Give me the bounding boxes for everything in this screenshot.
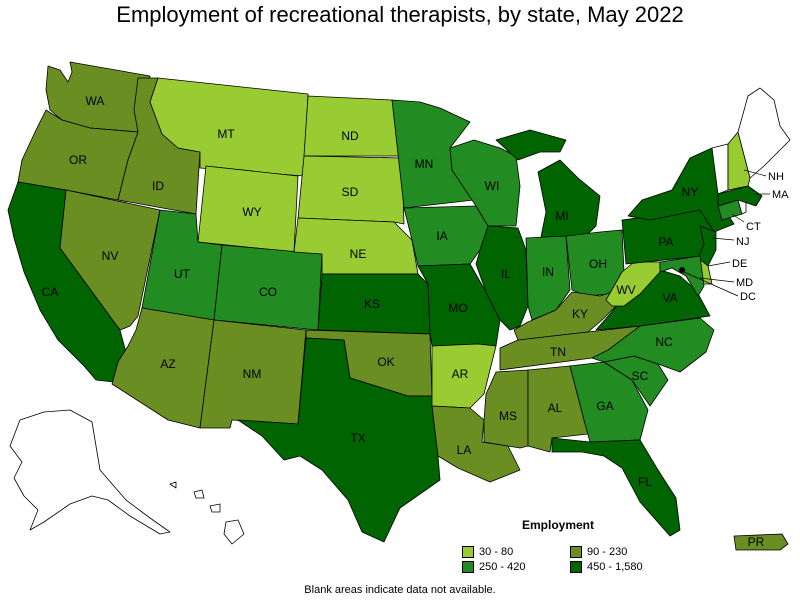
leader-NJ xyxy=(711,237,735,241)
state-TX xyxy=(237,337,441,543)
label-VA: VA xyxy=(662,291,677,305)
label-WA: WA xyxy=(86,94,105,108)
label-WY: WY xyxy=(242,205,261,219)
state-ND xyxy=(303,95,403,157)
label-TN: TN xyxy=(550,345,566,359)
label-TX: TX xyxy=(350,431,365,445)
label-OR: OR xyxy=(69,153,87,167)
label-KY: KY xyxy=(572,307,588,321)
label-AL: AL xyxy=(548,401,563,415)
legend-title: Employment xyxy=(522,518,595,532)
state-NH xyxy=(727,131,751,191)
label-SC: SC xyxy=(632,369,649,383)
label-AZ: AZ xyxy=(160,357,175,371)
label-IL: IL xyxy=(501,267,511,281)
leader-NH xyxy=(743,169,767,177)
state-PR xyxy=(733,533,789,551)
label-ND: ND xyxy=(341,129,359,143)
state-HI xyxy=(169,481,245,545)
label-OH: OH xyxy=(589,257,607,271)
label-NM: NM xyxy=(243,367,262,381)
label-WI: WI xyxy=(485,179,500,193)
label-MI: MI xyxy=(555,209,568,223)
state-LA xyxy=(431,405,521,483)
label-AR: AR xyxy=(452,367,469,381)
legend-item-1: 30 - 80 xyxy=(462,546,513,558)
state-FL xyxy=(551,437,681,537)
legend-label-4: 450 - 1,580 xyxy=(587,561,643,573)
legend-label-3: 250 - 420 xyxy=(479,561,526,573)
leader-CT xyxy=(731,213,745,223)
label-IA: IA xyxy=(436,229,447,243)
label-CO: CO xyxy=(259,285,277,299)
label-LA: LA xyxy=(457,443,472,457)
legend-item-4: 450 - 1,580 xyxy=(570,561,643,573)
state-WI xyxy=(449,139,521,227)
label-WV: WV xyxy=(616,283,635,297)
state-ME xyxy=(737,87,791,179)
label-DC: DC xyxy=(740,291,756,303)
legend-swatch-2 xyxy=(570,546,582,558)
legend-item-3: 250 - 420 xyxy=(462,561,525,573)
label-FL: FL xyxy=(638,475,652,489)
state-IL xyxy=(475,225,529,331)
label-NE: NE xyxy=(350,247,367,261)
state-SD xyxy=(297,155,405,225)
label-PR: PR xyxy=(748,535,765,549)
label-NV: NV xyxy=(102,249,119,263)
legend-label-1: 30 - 80 xyxy=(479,546,514,558)
label-NY: NY xyxy=(682,185,699,199)
state-NC xyxy=(591,317,715,373)
dc-marker xyxy=(679,267,685,273)
label-NH: NH xyxy=(768,171,784,183)
label-KS: KS xyxy=(364,297,380,311)
legend-item-2: 90 - 230 xyxy=(570,546,627,558)
label-MA: MA xyxy=(772,189,789,201)
leader-DC xyxy=(683,271,739,297)
label-NJ: NJ xyxy=(736,236,749,248)
footnote: Blank areas indicate data not available. xyxy=(304,584,496,596)
state-MD xyxy=(659,255,705,297)
label-GA: GA xyxy=(596,399,613,413)
legend-swatch-4 xyxy=(570,561,582,573)
label-PA: PA xyxy=(658,235,673,249)
label-ID: ID xyxy=(152,179,164,193)
state-MI xyxy=(495,129,601,243)
label-MN: MN xyxy=(415,157,434,171)
label-MS: MS xyxy=(499,409,517,423)
label-MT: MT xyxy=(217,127,235,141)
label-DE: DE xyxy=(732,258,747,270)
legend-swatch-1 xyxy=(462,546,474,558)
label-UT: UT xyxy=(174,267,191,281)
label-NC: NC xyxy=(655,335,673,349)
legend-label-2: 90 - 230 xyxy=(587,546,628,558)
label-SD: SD xyxy=(342,185,359,199)
map-title: Employment of recreational therapists, b… xyxy=(116,2,684,27)
leader-MD xyxy=(699,277,735,283)
label-IN: IN xyxy=(542,265,554,279)
label-CT: CT xyxy=(746,221,761,233)
label-MO: MO xyxy=(448,301,467,315)
label-MD: MD xyxy=(736,277,753,289)
legend-swatch-3 xyxy=(462,561,474,573)
state-AK xyxy=(9,409,171,535)
leader-DE xyxy=(707,261,731,267)
label-OK: OK xyxy=(377,355,394,369)
label-CA: CA xyxy=(42,285,59,299)
